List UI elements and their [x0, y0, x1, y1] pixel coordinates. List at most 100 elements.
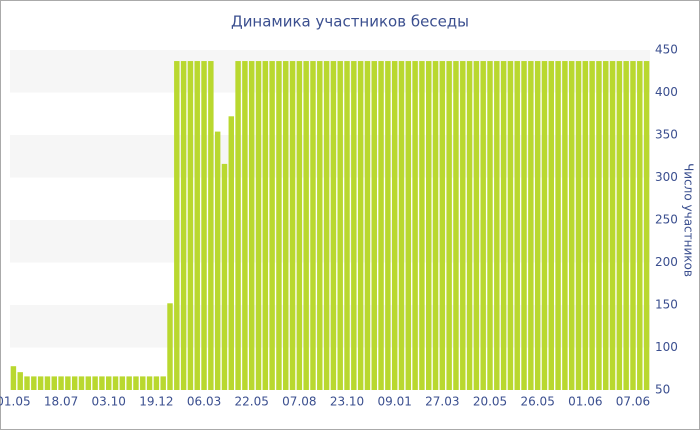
bar [568, 61, 575, 391]
bar [208, 61, 214, 391]
bar [99, 376, 105, 390]
bar [446, 61, 452, 391]
bar [344, 61, 350, 391]
bar [112, 376, 119, 390]
bar [643, 61, 650, 391]
bar [507, 61, 514, 391]
bar [391, 61, 398, 391]
y-tick-label: 450 [655, 43, 678, 57]
bar [276, 61, 282, 391]
y-tick-label: 200 [655, 255, 678, 269]
x-tick-label: 09.01 [378, 395, 412, 409]
bar [235, 61, 241, 391]
bar [541, 61, 548, 391]
bar [596, 61, 602, 391]
bar [555, 61, 561, 391]
bar [528, 61, 534, 391]
y-axis-label: Число участников [682, 163, 696, 277]
bar [337, 61, 343, 391]
bar [616, 61, 623, 391]
bar [609, 61, 616, 391]
bar [160, 376, 166, 390]
y-tick-label: 150 [655, 298, 678, 312]
bar [351, 61, 357, 391]
bar [412, 61, 418, 391]
bar [167, 303, 173, 390]
bar [562, 61, 568, 391]
bar [330, 61, 337, 391]
bar [85, 376, 92, 390]
bar [466, 61, 473, 391]
bar [514, 61, 520, 391]
bar [17, 372, 23, 390]
x-tick-label: 19.12 [139, 395, 173, 409]
y-tick-label: 250 [655, 213, 678, 227]
bar [92, 376, 98, 390]
bar [534, 61, 541, 391]
bar [460, 61, 466, 391]
bar [603, 61, 609, 391]
bar [323, 61, 330, 391]
bar [378, 61, 384, 391]
bar [126, 376, 132, 390]
bar [283, 61, 289, 391]
bar [589, 61, 595, 391]
bar [623, 61, 629, 391]
bar [405, 61, 412, 391]
bar [44, 376, 51, 390]
bar [303, 61, 309, 391]
bar [453, 61, 459, 391]
bar [398, 61, 405, 391]
bar [432, 61, 439, 391]
bar [174, 61, 180, 391]
y-tick-label: 350 [655, 128, 678, 142]
bar [385, 61, 391, 391]
y-tick-label: 100 [655, 340, 678, 354]
bar [201, 61, 207, 391]
bar [194, 61, 200, 391]
bar [310, 61, 316, 391]
bar [582, 61, 589, 391]
x-tick-label: 18.07 [44, 395, 78, 409]
bar [480, 61, 486, 391]
bar [487, 61, 493, 391]
bar [214, 131, 221, 390]
bar [575, 61, 582, 391]
bar [146, 376, 153, 390]
bar [473, 61, 480, 391]
bar [133, 376, 139, 390]
bar [140, 376, 146, 390]
x-tick-label: 01.06 [568, 395, 602, 409]
bar [221, 163, 228, 390]
bar [255, 61, 262, 391]
y-tick-label: 400 [655, 85, 678, 99]
x-tick-label: 27.03 [425, 395, 459, 409]
bar [439, 61, 446, 391]
x-tick-label: 06.03 [187, 395, 221, 409]
chart-title: Динамика участников беседы [231, 13, 469, 31]
bar [637, 61, 643, 391]
bar [37, 376, 44, 390]
y-tick-label: 300 [655, 170, 678, 184]
bar [371, 61, 377, 391]
x-tick-label: 07.06 [616, 395, 650, 409]
bar [119, 376, 126, 390]
bar [248, 61, 255, 391]
x-tick-label: 26.05 [520, 395, 554, 409]
bar [51, 376, 57, 390]
bar [426, 61, 432, 391]
bar [494, 61, 500, 391]
bar [71, 376, 78, 390]
x-tick-label: 22.05 [235, 395, 269, 409]
bar [521, 61, 527, 391]
bar [419, 61, 425, 391]
bar [228, 116, 234, 391]
y-tick-label: 50 [655, 383, 670, 397]
x-tick-label: 07.08 [282, 395, 316, 409]
x-tick-label: 23.10 [330, 395, 364, 409]
x-tick-label: 01.05 [0, 395, 31, 409]
bar [296, 61, 303, 391]
bar [24, 376, 30, 390]
bar [242, 61, 248, 391]
